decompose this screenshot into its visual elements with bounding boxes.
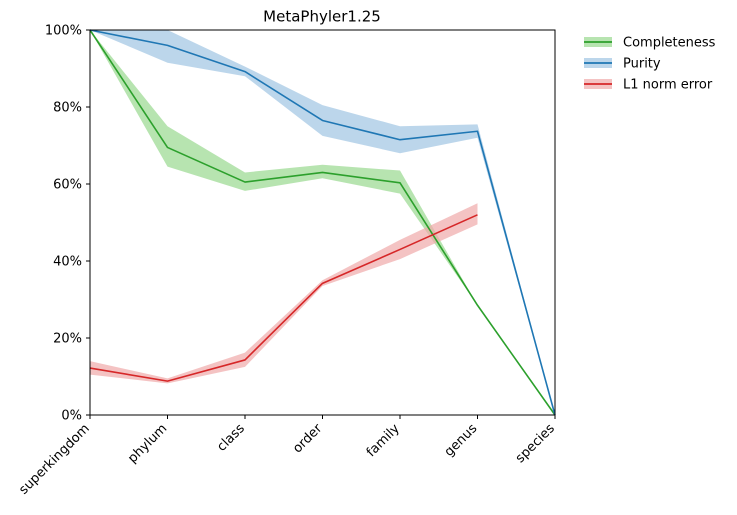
x-tick-label: family [364, 421, 403, 460]
purity-band [90, 30, 555, 415]
legend: Completeness Purity L1 norm error [584, 36, 716, 93]
x-tick-label: superkingdom [16, 421, 92, 497]
y-tick-label: 80% [53, 101, 82, 116]
completeness-band [90, 30, 555, 415]
legend-label: Purity [623, 57, 661, 72]
l1-norm-error-band [90, 203, 478, 384]
y-tick-label: 60% [53, 178, 82, 193]
series-lines [89, 29, 556, 416]
legend-label: L1 norm error [623, 78, 713, 93]
x-axis: superkingdom phylum class order family genus s… [16, 415, 558, 498]
plot-frame [89, 29, 556, 416]
confidence-bands [90, 30, 555, 415]
y-tick-label: 20% [53, 332, 82, 347]
l1-norm-error-line [89, 214, 478, 382]
x-tick-label: phylum [125, 421, 170, 466]
y-tick-label: 100% [45, 24, 82, 39]
x-tick-label: class [214, 421, 248, 455]
x-tick-label: genus [442, 421, 481, 460]
y-tick-label: 40% [53, 255, 82, 270]
x-tick-label: species [513, 421, 558, 466]
purity-line [89, 29, 556, 416]
x-tick-label: order [290, 421, 326, 457]
chart-title: MetaPhyler1.25 [263, 8, 381, 26]
completeness-line [89, 29, 556, 416]
legend-item-l1-norm-error: L1 norm error [584, 78, 713, 93]
legend-item-completeness: Completeness [584, 36, 716, 51]
legend-item-purity: Purity [584, 57, 661, 72]
legend-label: Completeness [623, 36, 716, 51]
y-axis: 0% 20% 40% 60% 80% 100% [45, 24, 90, 424]
y-tick-label: 0% [61, 409, 82, 424]
